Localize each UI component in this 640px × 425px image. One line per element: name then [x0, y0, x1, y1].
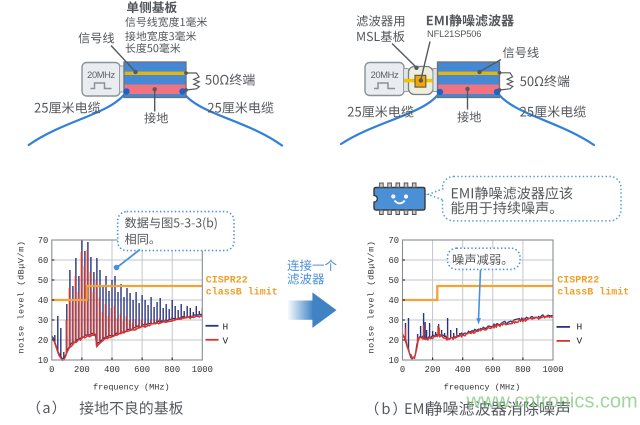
- svg-text:0: 0: [49, 365, 54, 375]
- svg-text:H: H: [223, 321, 229, 332]
- svg-text:400: 400: [104, 365, 120, 375]
- svg-text:CISPR22: CISPR22: [557, 276, 599, 287]
- svg-text:1000: 1000: [542, 365, 563, 375]
- svg-text:0: 0: [400, 365, 405, 375]
- svg-text:20MHz: 20MHz: [371, 70, 399, 80]
- svg-text:CISPR22: CISPR22: [206, 276, 248, 287]
- svg-text:40: 40: [388, 296, 399, 306]
- svg-text:classB limit: classB limit: [206, 287, 278, 299]
- svg-text:30: 30: [388, 316, 399, 326]
- svg-text:frequency (MHz): frequency (MHz): [93, 382, 170, 392]
- svg-text:www.cntronics.com: www.cntronics.com: [466, 391, 638, 413]
- svg-text:200: 200: [74, 365, 90, 375]
- svg-text:60: 60: [388, 256, 399, 266]
- svg-text:10: 10: [388, 356, 399, 366]
- svg-text:frequency (MHz): frequency (MHz): [444, 382, 521, 392]
- svg-text:H: H: [577, 322, 583, 333]
- svg-text:20MHz: 20MHz: [87, 70, 115, 80]
- svg-text:noise level (dBμV/m): noise level (dBμV/m): [367, 240, 377, 353]
- svg-text:10: 10: [38, 356, 49, 366]
- svg-text:600: 600: [485, 365, 501, 375]
- svg-text:classB limit: classB limit: [557, 287, 629, 299]
- svg-text:60: 60: [38, 256, 49, 266]
- svg-text:V: V: [577, 336, 583, 347]
- svg-text:400: 400: [455, 365, 471, 375]
- svg-text:40: 40: [38, 296, 49, 306]
- svg-text:200: 200: [425, 365, 441, 375]
- svg-text:20: 20: [388, 336, 399, 346]
- svg-text:600: 600: [134, 365, 150, 375]
- svg-text:NFL21SP506: NFL21SP506: [427, 29, 481, 39]
- svg-text:50: 50: [388, 276, 399, 286]
- svg-text:30: 30: [38, 316, 49, 326]
- svg-text:800: 800: [515, 365, 531, 375]
- svg-text:1000: 1000: [192, 365, 213, 375]
- svg-text:50: 50: [38, 276, 49, 286]
- svg-text:800: 800: [164, 365, 180, 375]
- svg-text:V: V: [223, 335, 229, 346]
- svg-text:noise level (dBμV/m): noise level (dBμV/m): [17, 240, 27, 353]
- svg-text:70: 70: [388, 236, 399, 246]
- svg-text:70: 70: [38, 236, 49, 246]
- svg-text:20: 20: [38, 336, 49, 346]
